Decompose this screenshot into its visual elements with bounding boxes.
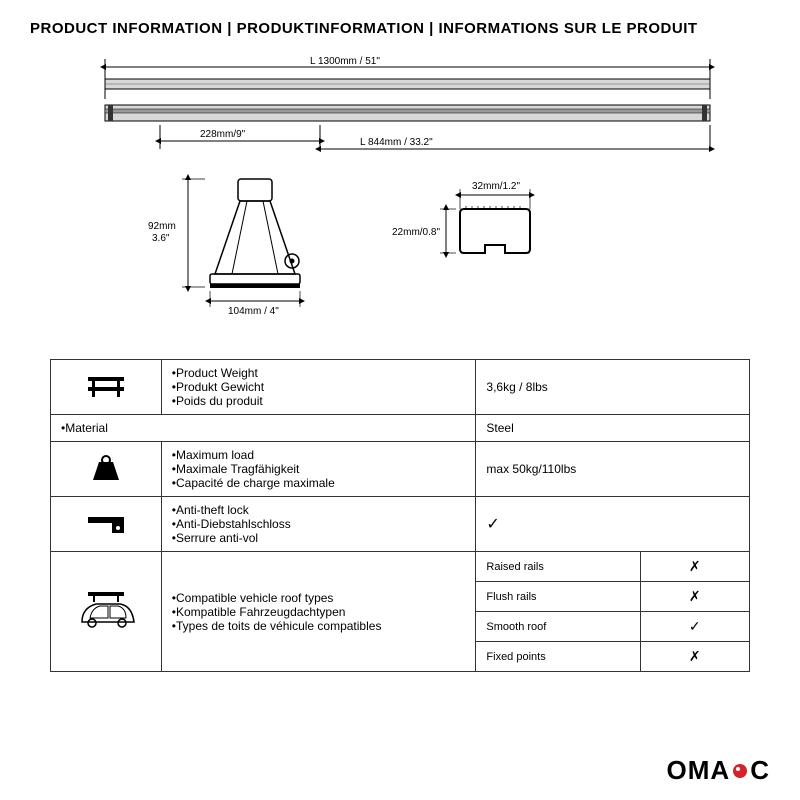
bars-icon bbox=[51, 360, 162, 415]
lock-labels: •Anti-theft lock •Anti-Diebstahlschloss … bbox=[161, 497, 476, 552]
roof-sub-value: ✗ bbox=[640, 642, 749, 672]
roof-sub-value: ✗ bbox=[640, 552, 749, 582]
roof-sub-value: ✓ bbox=[640, 612, 749, 642]
page-title: PRODUCT INFORMATION | PRODUKTINFORMATION… bbox=[30, 20, 770, 37]
svg-text:92mm: 92mm bbox=[148, 221, 176, 232]
technical-diagram: L 1300mm / 51" 228mm/9" L 844mm / 33.2" … bbox=[30, 49, 770, 349]
brand-logo: OMAC bbox=[667, 755, 770, 786]
table-row: •Compatible vehicle roof types •Kompatib… bbox=[51, 552, 750, 582]
top-length-label: L 1300mm / 51" bbox=[310, 56, 380, 67]
roof-sub-value: ✗ bbox=[640, 582, 749, 612]
maxload-labels: •Maximum load •Maximale Tragfähigkeit •C… bbox=[161, 442, 476, 497]
lock-icon bbox=[51, 497, 162, 552]
table-row: •Product Weight •Produkt Gewicht •Poids … bbox=[51, 360, 750, 415]
roof-sub-label: Fixed points bbox=[476, 642, 640, 672]
table-row: •Maximum load •Maximale Tragfähigkeit •C… bbox=[51, 442, 750, 497]
maxload-value: max 50kg/110lbs bbox=[476, 442, 750, 497]
roof-labels: •Compatible vehicle roof types •Kompatib… bbox=[161, 552, 476, 672]
material-value: Steel bbox=[476, 415, 750, 442]
car-icon bbox=[51, 552, 162, 672]
profile-drawing: 32mm/1.2" 22mm/0.8" bbox=[392, 181, 530, 253]
roof-sub-label: Flush rails bbox=[476, 582, 640, 612]
roof-sub-label: Smooth roof bbox=[476, 612, 640, 642]
weight-icon bbox=[51, 442, 162, 497]
table-row: •Anti-theft lock •Anti-Diebstahlschloss … bbox=[51, 497, 750, 552]
table-row: •Material Steel bbox=[51, 415, 750, 442]
profile-width-label: 32mm/1.2" bbox=[472, 181, 520, 192]
lock-value: ✓ bbox=[476, 497, 750, 552]
second-length-label: L 844mm / 33.2" bbox=[360, 137, 433, 148]
svg-text:3.6": 3.6" bbox=[152, 233, 170, 244]
material-label: •Material bbox=[51, 415, 476, 442]
offset-label: 228mm/9" bbox=[200, 129, 246, 140]
spec-table: •Product Weight •Produkt Gewicht •Poids … bbox=[50, 359, 750, 672]
bracket-width-label: 104mm / 4" bbox=[228, 306, 279, 317]
weight-value: 3,6kg / 8lbs bbox=[476, 360, 750, 415]
roof-sub-label: Raised rails bbox=[476, 552, 640, 582]
bracket-drawing: 92mm 3.6" 104mm / 4" bbox=[148, 179, 300, 317]
brand-dot-icon bbox=[733, 764, 747, 778]
profile-height-label: 22mm/0.8" bbox=[392, 227, 440, 238]
weight-labels: •Product Weight •Produkt Gewicht •Poids … bbox=[161, 360, 476, 415]
